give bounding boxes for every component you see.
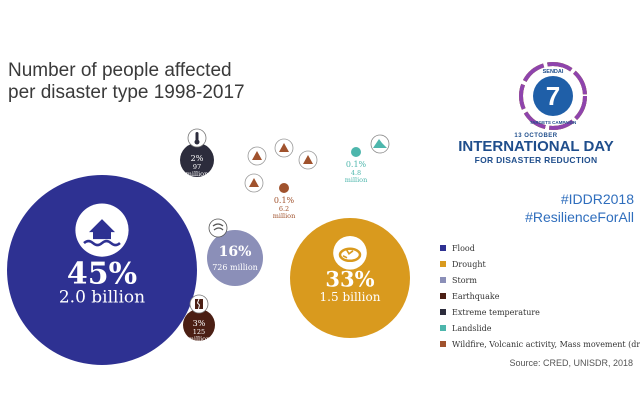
badge-number: 7 — [546, 81, 560, 111]
source-note: Source: CRED, UNISDR, 2018 — [509, 358, 633, 368]
bubble-landslide-people-unit: million — [345, 176, 368, 184]
legend-item: Extreme temperature — [440, 304, 640, 320]
bubble-drought-people: 1.5 billion — [320, 290, 381, 304]
bubble-quake-people-unit: million — [188, 335, 211, 343]
legend-swatch — [440, 309, 446, 315]
legend-swatch — [440, 277, 446, 283]
bubble-wildfire-percent: 0.1% — [274, 196, 295, 205]
bubble-storm-circle — [207, 230, 263, 286]
legend-item: Drought — [440, 256, 640, 272]
legend-swatch — [440, 245, 446, 251]
legend-label: Wildfire, Volcanic activity, Mass moveme… — [452, 339, 640, 349]
title-line-2: per disaster type 1998-2017 — [8, 82, 245, 103]
bubble-wildfire-people-value: 6.2 — [279, 205, 289, 213]
badge-top-text: SENDAI — [543, 69, 564, 75]
bubble-temp-circle — [180, 143, 214, 177]
hashtag-iddr2018[interactable]: #IDDR2018 — [560, 191, 634, 207]
bubble-wildfire-circle — [279, 183, 289, 193]
bubble-temp-people-value: 97 — [193, 163, 201, 171]
legend-swatch — [440, 325, 446, 331]
legend-item: Landslide — [440, 320, 640, 336]
legend-label: Extreme temperature — [452, 307, 540, 317]
day-headline: INTERNATIONAL DAY — [458, 138, 614, 155]
bubble-storm: 16% 726 million — [207, 218, 263, 286]
bubble-flood-percent: 45% — [67, 256, 137, 291]
legend-item: Earthquake — [440, 288, 640, 304]
legend-swatch — [440, 341, 446, 347]
hashtag-resilienceforall[interactable]: #ResilienceForAll — [525, 209, 634, 225]
bubble-storm-people: 726 million — [212, 263, 258, 272]
bubble-wildfire-people-unit: million — [273, 212, 296, 220]
bubble-storm-percent: 16% — [219, 244, 252, 260]
legend-label: Earthquake — [452, 291, 500, 301]
legend: Flood Drought Storm Earthquake Extreme tempe… — [440, 240, 640, 352]
bubble-temp-percent: 2% — [191, 154, 204, 163]
legend-item: Wildfire, Volcanic activity, Mass moveme… — [440, 336, 640, 352]
bubble-flood-people: 2.0 billion — [59, 287, 145, 307]
day-date: 13 OCTOBER — [514, 133, 558, 139]
legend-swatch — [440, 293, 446, 299]
bubble-quake-circle — [183, 309, 215, 341]
bubble-landslide-people-value: 4.8 — [351, 169, 361, 177]
badge-bottom-text: TARGETS CAMPAIGN — [530, 120, 577, 125]
bubble-temp-people-unit: million — [186, 170, 209, 178]
hashtags: #IDDR2018 #ResilienceForAll — [504, 190, 634, 226]
bubble-landslide-percent: 0.1% — [346, 160, 367, 169]
bubble-landslide-circle — [351, 147, 361, 157]
legend-label: Flood — [452, 243, 475, 253]
day-subhead: FOR DISASTER REDUCTION — [474, 155, 598, 165]
bubble-quake-percent: 3% — [193, 319, 206, 328]
bubble-flood: 45%2.0 billion — [7, 175, 197, 365]
bubble-drought: 33%1.5 billion — [290, 218, 410, 338]
sendai-seven-badge: SENDAI 7 TARGETS CAMPAIGN — [519, 62, 587, 130]
legend-label: Storm — [452, 275, 477, 285]
iddr-title-block: 13 OCTOBER INTERNATIONAL DAY FOR DISASTE… — [442, 133, 630, 165]
legend-label: Landslide — [452, 323, 492, 333]
title-line-1: Number of people affected — [8, 60, 232, 81]
page-title: Number of people affected per disaster t… — [8, 60, 308, 104]
legend-label: Drought — [452, 259, 486, 269]
bubble-drought-percent: 33% — [325, 266, 374, 291]
legend-item: Flood — [440, 240, 640, 256]
bubble-drought-circle — [290, 218, 410, 338]
legend-item: Storm — [440, 272, 640, 288]
bubble-flood-circle — [7, 175, 197, 365]
bubble-quake-people-value: 125 — [193, 328, 205, 336]
legend-swatch — [440, 261, 446, 267]
